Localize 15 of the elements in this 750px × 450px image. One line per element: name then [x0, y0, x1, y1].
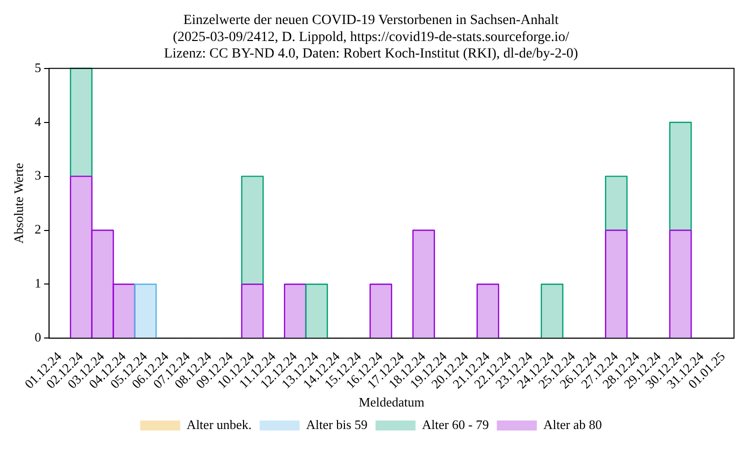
y-axis-title: Absolute Werte — [11, 162, 26, 244]
y-tick-label: 3 — [34, 168, 42, 183]
text: Einzelwerte der neuen COVID-19 Verstorbenen in Sachsen-Anhalt — [183, 13, 559, 28]
legend-label: Alter bis 59 — [306, 416, 368, 432]
legend-label: Alter 60 - 79 — [422, 416, 489, 432]
y-tick-label: 1 — [34, 276, 42, 291]
y-tick-label: 2 — [34, 222, 42, 237]
text: Lizenz: CC BY-ND 4.0, Daten: Robert Koch-Institut (RKI), dl-de/by-2-0) — [164, 46, 578, 62]
legend-label: Alter ab 80 — [543, 416, 602, 432]
text: (2025-03-09/2412, D. Lippold, https://covid19-de-stats.sourceforge.io/ — [172, 30, 570, 45]
x-axis-title: Meldedatum — [358, 394, 424, 410]
legend-label: Alter unbek. — [186, 416, 252, 432]
y-tick-label: 5 — [34, 60, 42, 75]
y-tick-label: 4 — [34, 114, 42, 129]
y-tick-label: 0 — [34, 330, 42, 345]
